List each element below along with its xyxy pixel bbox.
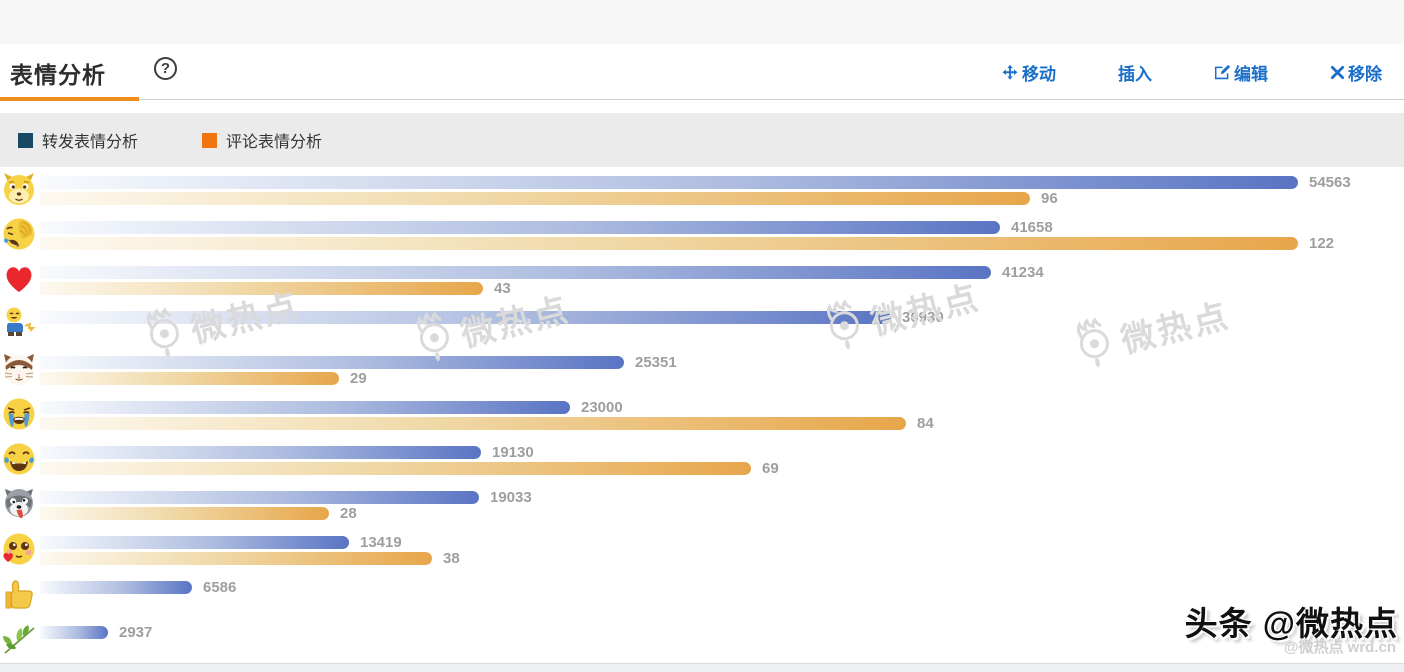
chart-row: 19130 69 [0, 438, 1404, 483]
chart-row: 54563 96 [0, 168, 1404, 213]
comment-bar [40, 192, 1030, 205]
edit-icon [1214, 64, 1231, 81]
chart-row: 6586 [0, 573, 1404, 618]
repost-value: 25351 [635, 354, 677, 371]
help-icon[interactable]: ? [154, 57, 177, 80]
comment-bar [40, 372, 339, 385]
leaves-emoji-icon [1, 621, 37, 657]
emotion-analysis-card: 表情分析 ? 移动 插入 编辑 移除 [0, 44, 1404, 672]
repost-bar [40, 626, 108, 639]
repost-value: 23000 [581, 399, 623, 416]
repost-value: 2937 [119, 624, 153, 641]
chart-row: 41658 122 [0, 213, 1404, 258]
chart-row: 19033 28 [0, 483, 1404, 528]
tears-of-joy-emoji-icon [1, 441, 37, 477]
remove-button[interactable]: 移除 [1330, 60, 1382, 85]
brand-logo: 头条 @微热点 [1184, 605, 1398, 642]
legend-swatch [18, 132, 33, 148]
comment-bar [40, 462, 751, 475]
comment-value: 96 [1041, 190, 1058, 207]
repost-value: 6586 [203, 579, 237, 596]
comment-bar [40, 237, 1298, 250]
legend-item-comment[interactable]: 评论表情分析 [202, 128, 322, 152]
edit-button[interactable]: 编辑 [1214, 60, 1268, 85]
cat-emoji-icon [1, 351, 37, 387]
repost-bar [40, 221, 1000, 234]
insert-button-label: 插入 [1118, 65, 1152, 84]
repost-bar [40, 356, 624, 369]
move-icon [1001, 64, 1019, 82]
remove-button-label: 移除 [1348, 65, 1382, 84]
repost-value: 19033 [490, 489, 532, 506]
comment-value: 38 [443, 550, 460, 567]
comment-value: 29 [350, 370, 367, 387]
repost-bar [40, 401, 570, 414]
comment-bar [40, 417, 906, 430]
header-divider [139, 99, 1404, 100]
repost-bar [40, 311, 891, 324]
page-bottom-strip [0, 663, 1404, 672]
repost-bar [40, 266, 991, 279]
repost-bar [40, 491, 479, 504]
comment-value: 28 [340, 505, 357, 522]
edit-button-label: 编辑 [1234, 65, 1268, 84]
move-button-label: 移动 [1022, 65, 1056, 84]
page-top-strip [0, 0, 1404, 44]
repost-value: 19130 [492, 444, 534, 461]
chart-legend: 转发表情分析 评论表情分析 [0, 113, 1404, 167]
red-heart-emoji-icon [1, 261, 37, 297]
repost-bar [40, 446, 481, 459]
chart-row: 23000 84 [0, 393, 1404, 438]
repost-value: 13419 [360, 534, 402, 551]
chart-row: 25351 29 [0, 348, 1404, 393]
page-title: 表情分析 [10, 62, 106, 88]
legend-item-repost[interactable]: 转发表情分析 [18, 128, 138, 152]
repost-value: 41234 [1002, 264, 1044, 281]
comment-value: 122 [1309, 235, 1335, 252]
brand-watermark: @微热点 wrd.cn [1283, 639, 1396, 656]
husky-emoji-icon [1, 486, 37, 522]
chart-row: 41234 43 [0, 258, 1404, 303]
legend-label: 转发表情分析 [42, 134, 139, 151]
facepalm-laugh-emoji-icon [1, 216, 37, 252]
doge-emoji-icon [1, 171, 37, 207]
move-button[interactable]: 移动 [1001, 60, 1056, 85]
comment-bar [40, 282, 483, 295]
repost-value: 41658 [1011, 219, 1053, 236]
comment-value: 84 [917, 415, 934, 432]
insert-button[interactable]: 插入 [1118, 60, 1152, 85]
title-underline [0, 97, 139, 101]
blush-heart-emoji-icon [1, 531, 37, 567]
laughing-boy-emoji-icon [1, 306, 37, 342]
x-icon [1330, 65, 1345, 80]
repost-bar [40, 581, 192, 594]
chart-row: 2937 [0, 618, 1404, 663]
repost-bar [40, 536, 349, 549]
repost-bar [40, 176, 1298, 189]
comment-bar [40, 552, 432, 565]
repost-value: 54563 [1309, 174, 1351, 191]
chart-row: 36930 [0, 303, 1404, 348]
thumbs-up-emoji-icon [1, 576, 37, 612]
legend-label: 评论表情分析 [226, 134, 323, 151]
loudly-crying-emoji-icon [1, 396, 37, 432]
bar-chart: 54563 96 41658 122 41234 43 36930 25351 29 23000 8… [0, 168, 1404, 663]
card-actions: 移动 插入 编辑 移除 [1001, 60, 1382, 85]
legend-swatch [202, 132, 218, 148]
chart-row: 13419 38 [0, 528, 1404, 573]
comment-bar [40, 507, 329, 520]
repost-value: 36930 [902, 309, 944, 326]
comment-value: 69 [762, 460, 779, 477]
comment-value: 43 [494, 280, 511, 297]
chart-rows: 54563 96 41658 122 41234 43 36930 25351 29 23000 8… [0, 168, 1404, 663]
